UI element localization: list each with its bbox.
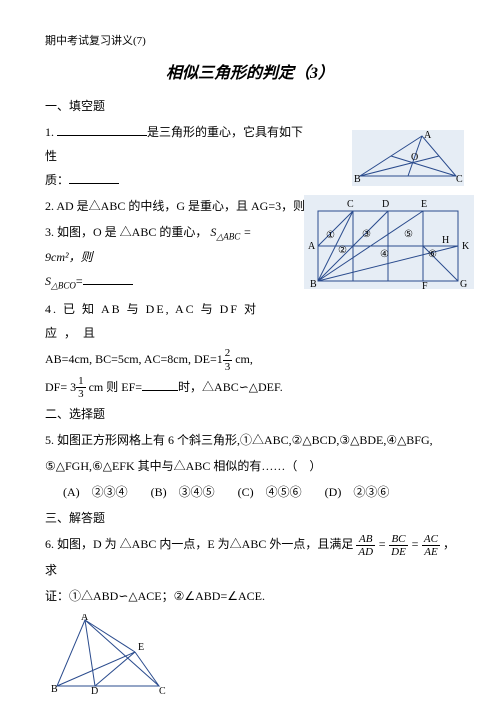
q4-line1: 4. 已 知 AB 与 DE, AC 与 DF 对 应 ， 且	[45, 297, 275, 345]
svg-text:A: A	[81, 614, 89, 623]
svg-text:A: A	[424, 130, 432, 141]
svg-text:B: B	[51, 684, 58, 695]
section-2-heading: 二、选择题	[45, 402, 455, 426]
svg-text:②: ②	[338, 245, 347, 256]
figure-3: A B C D E	[51, 614, 171, 696]
figure-2: C D E A H K B F G ① ② ③ ④ ⑤ ⑥	[304, 195, 474, 289]
svg-text:B: B	[310, 279, 317, 289]
svg-text:O: O	[411, 152, 418, 163]
figure-1: A B C O	[352, 130, 464, 186]
section-1-heading: 一、填空题	[45, 94, 455, 118]
svg-text:C: C	[456, 174, 463, 185]
q3: 3. 如图，O 是 △ABC 的重心， S△ABC = 9cm²，则 S△BCO…	[45, 220, 275, 295]
q5-options: (A) ②③④ (B) ③④⑤ (C) ④⑤⑥ (D) ②③⑥	[45, 480, 455, 504]
svg-text:C: C	[347, 199, 354, 210]
svg-text:K: K	[462, 241, 470, 252]
q5-line1: 5. 如图正方形网格上有 6 个斜三角形,①△ABC,②△BCD,③△BDE,④…	[45, 428, 455, 452]
section-3-heading: 三、解答题	[45, 506, 455, 530]
svg-text:①: ①	[326, 230, 335, 241]
q4-line2: AB=4cm, BC=5cm, AC=8cm, DE=123 cm,	[45, 347, 455, 373]
q4-line3: DF= 313 cm 则 EF=时，△ABC∽△DEF.	[45, 375, 455, 401]
svg-text:D: D	[382, 199, 389, 210]
svg-text:⑥: ⑥	[428, 249, 437, 260]
svg-text:C: C	[159, 686, 166, 696]
svg-text:E: E	[421, 199, 427, 210]
header-text: 期中考试复习讲义(7)	[45, 30, 455, 52]
svg-text:⑤: ⑤	[404, 229, 413, 240]
svg-text:A: A	[308, 241, 316, 252]
q1: 1. 是三角形的重心，它具有如下性 质：	[45, 120, 305, 192]
svg-text:③: ③	[362, 229, 371, 240]
page-title: 相似三角形的判定（3）	[45, 58, 455, 90]
q6-line1: 6. 如图，D 为 △ABC 内一点，E 为△ABC 外一点，且满足 ABAD …	[45, 532, 455, 582]
svg-text:E: E	[138, 642, 144, 653]
svg-text:H: H	[442, 235, 449, 246]
svg-text:F: F	[422, 281, 428, 289]
svg-text:④: ④	[380, 249, 389, 260]
svg-text:D: D	[91, 686, 98, 696]
svg-text:G: G	[460, 279, 467, 289]
svg-text:B: B	[354, 174, 361, 185]
q5-line2: ⑤△FGH,⑥△EFK 其中与△ABC 相似的有……（ ）	[45, 454, 455, 478]
q6-line2: 证：①△ABD∽△ACE；②∠ABD=∠ACE.	[45, 584, 455, 608]
